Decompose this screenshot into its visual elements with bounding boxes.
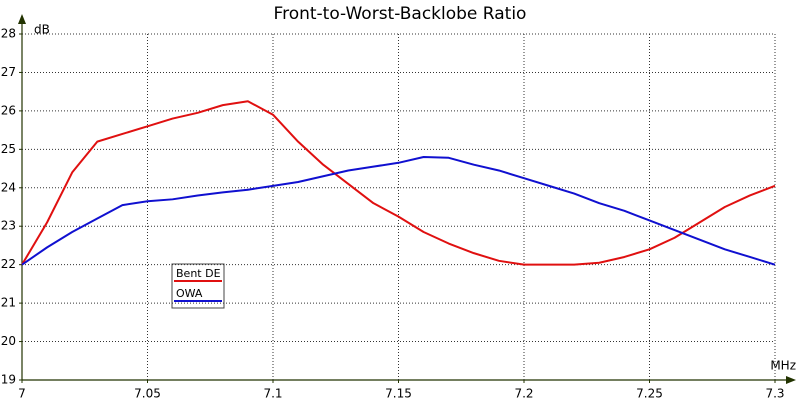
x-axis-arrow: [786, 376, 796, 384]
y-tick-label: 22: [1, 257, 16, 271]
y-axis-arrow: [18, 14, 26, 24]
series-line: [21, 100, 776, 266]
x-axis-label: MHz: [770, 359, 796, 373]
x-tick-label: 7.3: [765, 387, 784, 400]
x-tick-label: 7: [18, 387, 26, 400]
y-tick-label: 26: [1, 103, 16, 117]
y-tick-label: 20: [1, 334, 16, 348]
y-tick-label: 19: [1, 373, 16, 387]
y-tick-label: 27: [1, 65, 16, 79]
y-tick-label: 23: [1, 219, 16, 233]
legend: Bent DE OWA: [171, 263, 225, 309]
chart-title: Front-to-Worst-Backlobe Ratio: [274, 4, 527, 24]
x-tick-label: 7.2: [514, 387, 533, 400]
x-tick-label: 7.15: [385, 387, 412, 400]
y-tick-label: 25: [1, 142, 16, 156]
y-axis-label: dB: [34, 23, 50, 37]
x-tick-label: 7.1: [263, 387, 282, 400]
x-tick-label: 7.05: [134, 387, 161, 400]
series-line: [21, 156, 776, 266]
x-tick-label: 7.25: [636, 387, 663, 400]
y-tick-label: 28: [1, 27, 16, 41]
legend-label: Bent DE: [176, 267, 221, 280]
y-tick-label: 21: [1, 296, 16, 310]
y-tick-label: 24: [1, 180, 16, 194]
legend-label: OWA: [176, 287, 203, 300]
